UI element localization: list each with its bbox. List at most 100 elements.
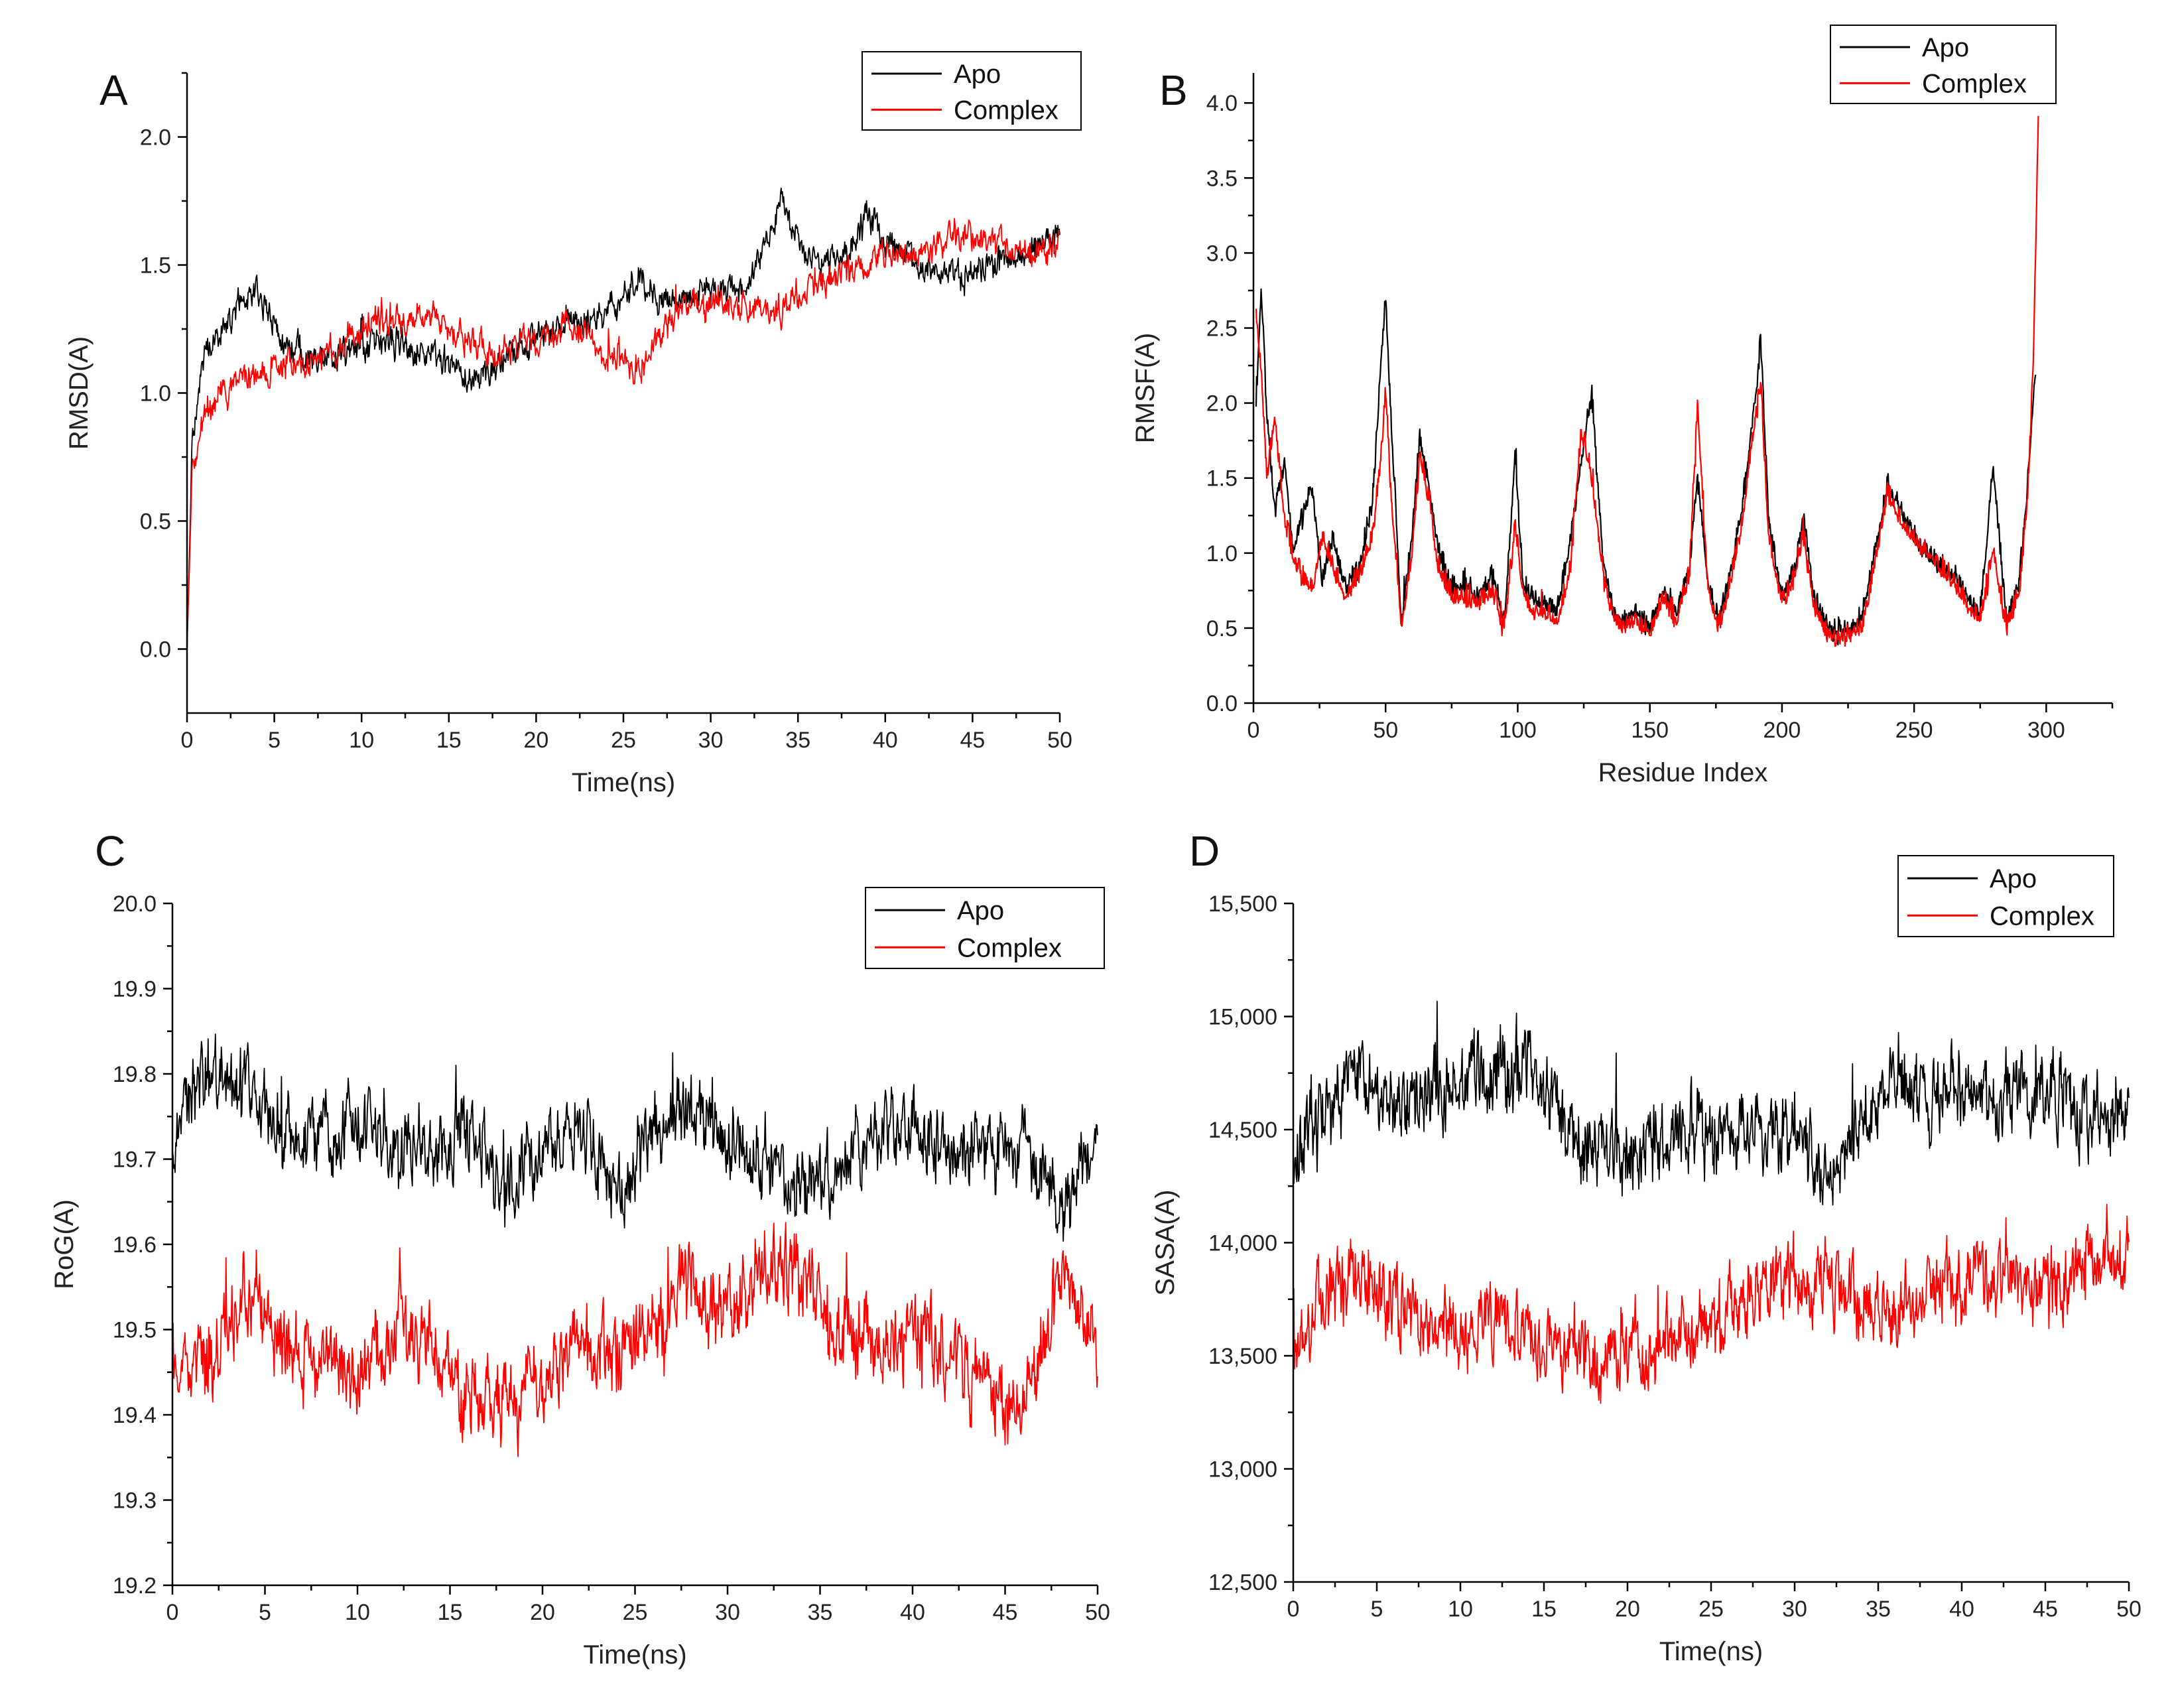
y-tick-label: 2.0 <box>1206 391 1238 417</box>
x-tick-label: 300 <box>2027 718 2065 743</box>
x-tick-label: 20 <box>530 1600 555 1625</box>
y-tick-label: 4.0 <box>1206 91 1238 116</box>
y-tick-label: 19.2 <box>113 1573 157 1599</box>
x-tick-label: 30 <box>1782 1597 1807 1622</box>
y-tick-label: 19.6 <box>113 1232 157 1258</box>
legend-label-apo: Apo <box>1922 33 1969 62</box>
y-tick-label: 2.0 <box>140 125 171 151</box>
x-tick-label: 50 <box>1373 718 1398 743</box>
x-tick-label: 20 <box>1615 1597 1640 1622</box>
y-tick-label: 13,500 <box>1208 1344 1277 1369</box>
x-tick-label: 40 <box>873 728 898 753</box>
x-tick-label: 5 <box>259 1600 271 1625</box>
legend-box <box>1830 25 2057 104</box>
x-tick-label: 25 <box>611 728 636 753</box>
x-tick-label: 15 <box>436 728 462 753</box>
x-tick-label: 25 <box>1698 1597 1724 1622</box>
x-tick-label: 10 <box>349 728 374 753</box>
x-tick-label: 15 <box>1531 1597 1557 1622</box>
y-tick-label: 3.0 <box>1206 241 1238 266</box>
y-tick-label: 15,500 <box>1208 891 1277 917</box>
series-line-complex <box>172 1222 1098 1457</box>
y-tick-label: 19.8 <box>113 1062 157 1087</box>
x-tick-label: 35 <box>808 1600 833 1625</box>
legend: Apo Complex <box>1897 855 2114 937</box>
legend: Apo Complex <box>865 887 1105 969</box>
x-tick-label: 250 <box>1895 718 1933 743</box>
y-tick-label: 3.5 <box>1206 166 1238 191</box>
x-tick-label: 50 <box>2116 1597 2141 1622</box>
legend-box <box>862 51 1082 131</box>
y-tick-label: 0.5 <box>140 509 171 535</box>
y-tick-label: 14,500 <box>1208 1118 1277 1143</box>
legend-label-complex: Complex <box>1990 901 2094 931</box>
series-line-complex <box>1255 115 2039 647</box>
panel-c: 0 5 10 15 20 25 30 35 40 45 50 19.2 19.3 19.4 19.5 19.6… <box>50 827 1110 1670</box>
legend: Apo Complex <box>862 51 1082 131</box>
panel-d: 0 5 10 15 20 25 30 35 40 45 50 12,500 13,000 13,500 14… <box>1151 827 2141 1666</box>
legend-box <box>865 887 1105 969</box>
x-tick-label: 40 <box>1949 1597 1974 1622</box>
y-axis-label: RoG(A) <box>50 1199 79 1289</box>
legend-label-complex: Complex <box>954 96 1058 125</box>
x-tick-label: 20 <box>523 728 548 753</box>
x-tick-label: 35 <box>1866 1597 1891 1622</box>
y-tick-label: 19.3 <box>113 1488 157 1514</box>
y-tick-label: 1.5 <box>140 253 171 279</box>
x-tick-label: 10 <box>345 1600 370 1625</box>
y-tick-label: 12,500 <box>1208 1570 1277 1595</box>
x-axis-label: Time(ns) <box>1659 1637 1763 1666</box>
legend-label-apo: Apo <box>957 896 1004 925</box>
y-tick-label: 19.5 <box>113 1318 157 1343</box>
x-tick-label: 100 <box>1499 718 1537 743</box>
series-line-apo <box>1293 1000 2130 1206</box>
y-tick-label: 1.5 <box>1206 466 1238 492</box>
y-tick-label: 0.0 <box>1206 691 1238 716</box>
legend-box <box>1897 855 2114 937</box>
y-axis-label: RMSF(A) <box>1131 333 1160 444</box>
panel-letter: A <box>99 66 128 114</box>
y-tick-label: 1.0 <box>1206 541 1238 566</box>
x-tick-label: 50 <box>1085 1600 1110 1625</box>
x-tick-label: 30 <box>715 1600 740 1625</box>
x-axis-label: Residue Index <box>1598 758 1768 787</box>
x-tick-label: 50 <box>1047 728 1072 753</box>
y-tick-label: 13,000 <box>1208 1457 1277 1482</box>
y-tick-label: 14,000 <box>1208 1231 1277 1256</box>
y-tick-label: 19.4 <box>113 1403 157 1428</box>
x-axis-label: Time(ns) <box>583 1640 686 1670</box>
x-tick-label: 45 <box>2033 1597 2058 1622</box>
x-tick-label: 0 <box>1287 1597 1300 1622</box>
legend-label-apo: Apo <box>1990 864 2037 893</box>
y-tick-label: 0.0 <box>140 637 171 663</box>
x-tick-label: 0 <box>166 1600 179 1625</box>
x-tick-label: 200 <box>1763 718 1801 743</box>
x-tick-label: 5 <box>268 728 281 753</box>
x-tick-label: 35 <box>785 728 810 753</box>
y-axis-label: SASA(A) <box>1151 1189 1180 1295</box>
x-tick-label: 5 <box>1371 1597 1383 1622</box>
x-tick-label: 30 <box>698 728 724 753</box>
x-tick-label: 15 <box>438 1600 463 1625</box>
x-axis-label: Time(ns) <box>572 768 675 797</box>
y-tick-label: 2.5 <box>1206 316 1238 342</box>
series-line-apo <box>172 1033 1098 1242</box>
x-tick-label: 40 <box>900 1600 925 1625</box>
y-tick-label: 1.0 <box>140 381 171 407</box>
x-tick-label: 0 <box>181 728 194 753</box>
panel-b: 0 50 100 150 200 250 300 0.0 0.5 1.0 1.5 2.0 2.5 3.0 3… <box>1131 25 2114 787</box>
x-tick-label: 45 <box>960 728 985 753</box>
y-tick-label: 20.0 <box>113 891 157 917</box>
y-tick-label: 19.7 <box>113 1148 157 1173</box>
x-tick-label: 25 <box>623 1600 648 1625</box>
legend-label-complex: Complex <box>1922 69 2027 98</box>
x-tick-label: 0 <box>1247 718 1260 743</box>
x-tick-label: 45 <box>993 1600 1018 1625</box>
series-line-apo <box>1255 288 2037 646</box>
y-tick-label: 0.5 <box>1206 616 1238 641</box>
panel-letter: B <box>1159 66 1188 114</box>
series-line-complex <box>1293 1203 2130 1404</box>
y-tick-label: 15,000 <box>1208 1005 1277 1030</box>
x-tick-label: 10 <box>1448 1597 1473 1622</box>
